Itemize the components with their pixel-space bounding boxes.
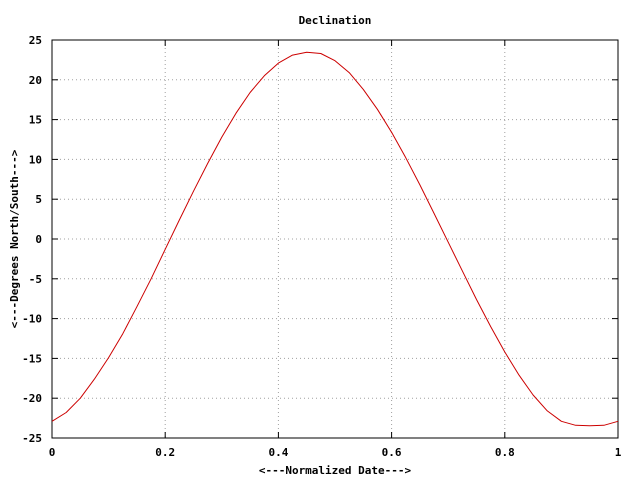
y-tick-label: -20 [22,392,42,405]
series-layer [51,51,619,427]
x-tick-label: 0 [49,446,56,459]
y-tick-label: 10 [29,153,42,166]
x-tick-label: 0.8 [495,446,515,459]
y-tick-label: 5 [35,193,42,206]
y-tick-label: -5 [29,273,42,286]
axis-ticks [51,39,619,439]
x-tick-label: 0.6 [382,446,402,459]
y-axis-title: <---Degrees North/South---> [8,149,21,328]
chart-title: Declination [299,14,372,27]
y-tick-label: 15 [29,114,42,127]
series-line [51,51,619,427]
y-tick-label: -25 [22,432,42,445]
x-tick-label: 1 [615,446,622,459]
x-tick-label: 0.2 [155,446,175,459]
tick-labels: 0 0.2 0.4 0.6 0.8 1 25 20 15 10 5 0 -5 -10 -15 -20 -25 [22,34,622,459]
y-tick-label: -10 [22,313,42,326]
y-tick-label: -15 [22,352,42,365]
grid [52,40,618,438]
x-tick-label: 0.4 [268,446,288,459]
x-axis-title: <---Normalized Date---> [259,464,412,477]
y-tick-label: 25 [29,34,42,47]
y-tick-label: 0 [35,233,42,246]
y-tick-label: 20 [29,74,42,87]
